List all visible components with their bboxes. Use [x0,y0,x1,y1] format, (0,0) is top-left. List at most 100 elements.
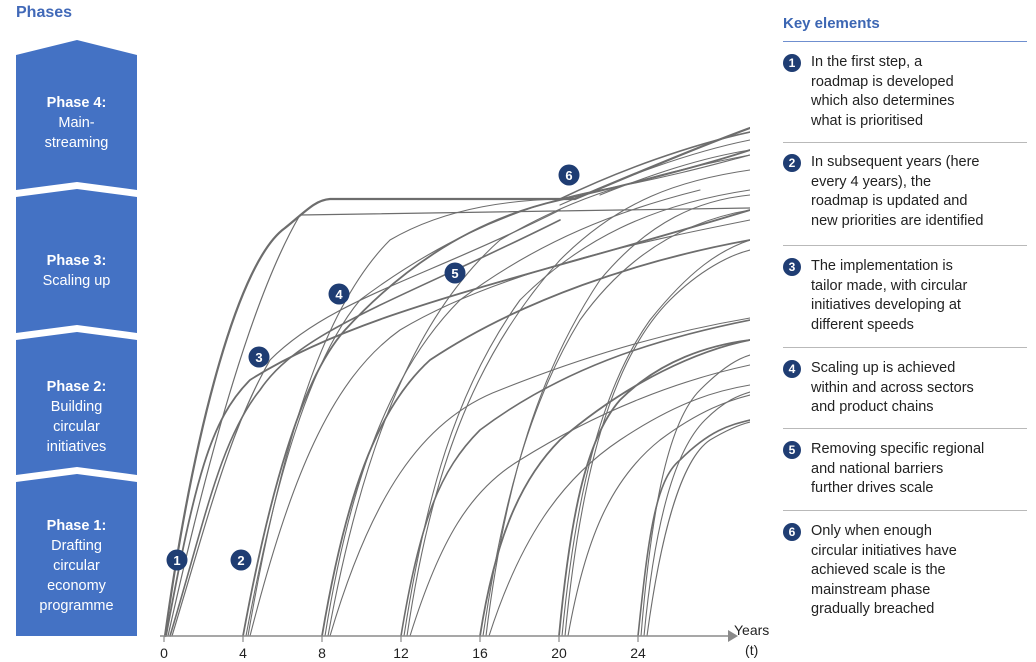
key-text-6: Only when enough circular initiatives ha… [811,522,1031,620]
key-text-4: Scaling up is achieved within and across… [811,359,1031,418]
x-tick-label-20: 20 [551,645,567,661]
marker-6-label: 6 [565,168,572,183]
x-tick-label-24: 24 [630,645,646,661]
marker-3: 3 [248,346,270,368]
phase-2-label: Phase 2: [46,379,107,395]
phase-3-text: Phase 3: Scaling up [16,251,137,291]
x-axis-title-line2: (t) [745,642,759,658]
growth-curve-18 [479,339,750,637]
growth-curve-21 [488,384,750,637]
key-separator-1 [783,142,1027,143]
key-6-line-1: Only when enough [811,523,932,539]
growth-curve-20 [485,194,750,637]
growth-curve-8 [247,198,561,637]
growth-curve-16 [406,169,750,637]
marker-1: 1 [166,549,188,571]
phase-2-desc-1: Building [50,399,103,415]
growth-curve-25 [567,394,750,637]
key-2-line-4: new priorities are identified [811,212,984,229]
x-tick-label-8: 8 [318,645,326,661]
key-2-line-3: roadmap is updated and [811,193,968,209]
x-tick-label-16: 16 [472,645,488,661]
phase-1-desc-1: Drafting [51,538,102,554]
phase-4-text: Phase 4: Main- streaming [16,93,137,153]
growth-curve-26 [637,419,750,637]
key-badge-6: 6 [783,523,801,541]
key-6-line-3: achieved scale is the [811,562,946,578]
key-title-rule [783,41,1027,42]
key-3-line-2: tailor made, with circular [811,277,968,294]
key-3-line-3: initiatives developing at [811,297,961,313]
phase-3-label: Phase 3: [46,253,107,269]
growth-curve-29 [646,421,750,637]
x-axis-title: Years (t) [734,620,769,660]
key-1-line-1: In the first step, a [811,54,923,70]
phase-1-desc-3: economy [47,578,106,594]
growth-curve-12 [327,154,750,637]
key-separator-2 [783,245,1027,246]
phase-4-block [16,40,137,190]
key-3-line-1: The implementation is [811,258,953,274]
key-separator-5 [783,510,1027,511]
growth-curve-19 [482,209,750,637]
phase-2-text: Phase 2: Building circular initiatives [16,377,137,457]
key-badge-2: 2 [783,154,801,172]
phase-1-block [16,474,137,636]
growth-curve-7 [245,154,750,637]
phase-3-block [16,189,137,333]
marker-3-label: 3 [255,350,262,365]
key-3-line-4: different speeds [811,316,914,333]
growth-curve-24 [564,249,750,637]
key-badge-4: 4 [783,360,801,378]
key-1-line-3: which also determines [811,93,955,109]
growth-curve-3 [169,219,561,637]
key-4-line-1: Scaling up is achieved [811,360,956,376]
growth-curve-30 [559,131,750,200]
key-6-line-2: circular initiatives have [811,542,957,559]
marker-4-label: 4 [335,287,343,302]
marker-2-label: 2 [237,553,244,568]
growth-curve-6 [242,149,750,637]
phases-column [16,40,137,636]
marker-6: 6 [558,164,580,186]
key-2-line-1: In subsequent years (here [811,154,980,170]
marker-4: 4 [328,283,350,305]
growth-curve-28 [643,391,750,637]
phase-1-label: Phase 1: [46,518,107,534]
key-2-line-2: every 4 years), the [811,173,932,190]
phase-1-desc-2: circular [53,558,100,574]
x-axis-arrowhead [728,630,738,642]
key-text-3: The implementation is tailor made, with … [811,257,1031,335]
marker-1-label: 1 [173,553,180,568]
growth-curve-31 [559,139,750,206]
phase-2-block [16,332,137,475]
growth-curve-17 [409,364,750,637]
phase-4-desc-2: streaming [44,135,109,151]
growth-curves-diagram: 1 2 3 4 5 6 [160,126,750,642]
key-separator-4 [783,428,1027,429]
growth-curve-32 [599,149,750,196]
key-text-2: In subsequent years (here every 4 years)… [811,153,1031,231]
phase-1-desc-4: programme [39,598,114,614]
key-elements-title: Key elements [783,15,880,32]
key-4-line-3: and product chains [811,399,934,415]
growth-curve-15 [403,189,750,637]
growth-curve-23 [561,239,750,637]
growth-curve-9 [249,219,750,637]
growth-curve-27 [640,354,750,637]
phase-1-text: Phase 1: Drafting circular economy progr… [16,516,137,616]
key-1-line-4: what is prioritised [811,112,924,129]
key-text-1: In the first step, a roadmap is develope… [811,53,1031,131]
phase-2-desc-3: initiatives [46,439,107,455]
phase-4-desc-1: Main- [58,115,95,131]
key-4-line-2: within and across sectors [811,379,974,396]
growth-curve-13 [329,317,750,637]
key-separator-3 [783,347,1027,348]
phase-3-desc-1: Scaling up [42,273,111,289]
marker-2: 2 [230,549,252,571]
x-tick-label-0: 0 [160,645,168,661]
phase-4-label: Phase 4: [46,95,107,111]
growth-curve-1 [163,126,750,638]
growth-curve-14 [400,319,750,637]
marker-5: 5 [444,262,466,284]
